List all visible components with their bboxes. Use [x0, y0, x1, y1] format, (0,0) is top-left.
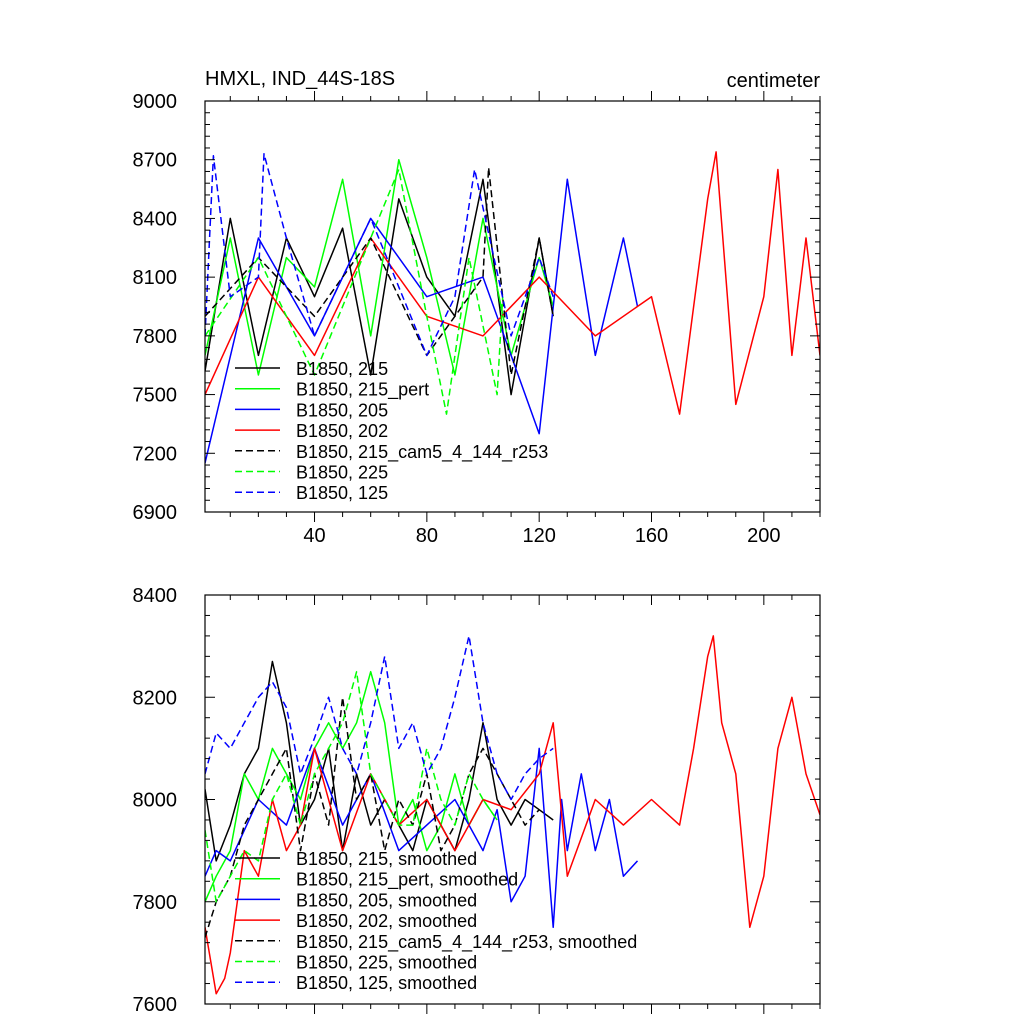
series-line-2: [205, 670, 498, 903]
legend-label: B1850, 225: [296, 463, 388, 483]
legend-label: B1850, 205, smoothed: [296, 890, 477, 910]
y-tick-label: 8000: [133, 790, 178, 812]
y-tick-label: 9000: [133, 91, 178, 113]
series-line-6: [205, 670, 498, 903]
chart-panel-1: 6900 7200 7500 7800 8100 8400 8700 9000 40 80 120 1…: [133, 68, 821, 547]
legend-label: B1850, 215_cam5_4_144_r253: [296, 442, 548, 463]
x-tick-label: 120: [522, 525, 555, 547]
legend-label: B1850, 202: [296, 421, 388, 441]
chart-title: HMXL, IND_44S-18S: [205, 68, 395, 90]
legend-label: B1850, 125, smoothed: [296, 973, 477, 993]
y-tick-label: 7500: [133, 385, 178, 407]
legend-label: B1850, 205: [296, 400, 388, 420]
legend-label: B1850, 215_pert, smoothed: [296, 870, 518, 891]
legend-label: B1850, 225, smoothed: [296, 953, 477, 973]
chart-panel-2: 7600 7800 8000 8200 8400 B1850, 215, smoothed…: [133, 585, 821, 1016]
x-tick-label: 200: [747, 525, 780, 547]
series-line-7: [205, 153, 554, 357]
series-line-3: [205, 178, 639, 464]
series-line-2: [205, 158, 554, 376]
y-tick-label: 8200: [133, 687, 178, 709]
legend-label: B1850, 202, smoothed: [296, 911, 477, 931]
y-tick-label: 7800: [133, 326, 178, 348]
plot-frame: [204, 100, 821, 513]
legend-label: B1850, 215_cam5_4_144_r253, smoothed: [296, 932, 637, 953]
y-tick-label: 7600: [133, 994, 178, 1016]
legend-label: B1850, 125: [296, 483, 388, 503]
x-tick-label: 160: [635, 525, 668, 547]
y-tick-label: 8100: [133, 267, 178, 289]
legend-label: B1850, 215: [296, 359, 388, 379]
y-tick-label: 8700: [133, 150, 178, 172]
series-line-5: [205, 166, 554, 376]
chart-units: centimeter: [727, 70, 821, 92]
series-line-3: [205, 747, 639, 929]
y-tick-label: 7800: [133, 892, 178, 914]
y-tick-label: 7200: [133, 443, 178, 465]
series-line-5: [205, 696, 540, 938]
series-line-1: [205, 178, 554, 396]
x-tick-label: 80: [416, 525, 438, 547]
y-tick-label: 6900: [133, 502, 178, 524]
y-tick-label: 8400: [133, 208, 178, 230]
series-group: [205, 635, 820, 995]
series-line-7: [205, 635, 554, 801]
legend-label: B1850, 215, smoothed: [296, 849, 477, 869]
legend-label: B1850, 215_pert: [296, 380, 429, 401]
series-line-6: [205, 168, 504, 415]
series-group: [205, 151, 820, 464]
series-line-4: [205, 151, 820, 415]
x-tick-label: 40: [303, 525, 325, 547]
series-line-4: [205, 635, 820, 995]
y-tick-label: 8400: [133, 585, 178, 607]
